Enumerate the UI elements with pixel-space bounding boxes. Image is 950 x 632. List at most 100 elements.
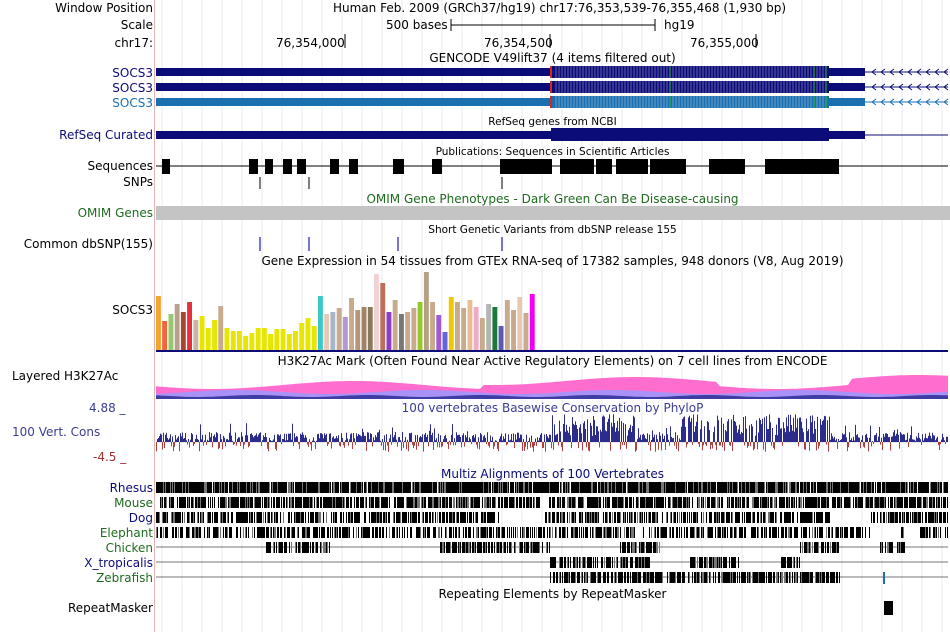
strand-arrow-icon xyxy=(898,98,904,106)
coord-tick-label: 76,354,000 xyxy=(276,36,345,50)
dbsnp-track-title[interactable]: Short Genetic Variants from dbSNP releas… xyxy=(428,224,677,236)
gtex-bar xyxy=(243,336,249,350)
gtex-bar xyxy=(455,302,460,350)
gtex-bar xyxy=(417,302,423,350)
gtex-bar xyxy=(498,326,504,350)
species-label-dog[interactable]: Dog xyxy=(128,511,153,525)
gtex-bar xyxy=(330,312,336,350)
species-label-mouse[interactable]: Mouse xyxy=(114,496,153,510)
sequence-block xyxy=(650,159,686,174)
gtex-bar xyxy=(448,297,454,350)
gtex-bar xyxy=(355,310,361,350)
refseq-label[interactable]: RefSeq Curated xyxy=(59,128,153,142)
transcript-utr xyxy=(156,98,551,106)
sequence-block xyxy=(596,159,612,174)
strand-arrow-icon xyxy=(925,98,931,106)
species-label-chicken[interactable]: Chicken xyxy=(105,541,153,555)
gtex-bar xyxy=(212,320,217,350)
strand-arrow-icon xyxy=(943,68,949,76)
sequence-block xyxy=(432,159,442,174)
gtex-bar xyxy=(336,308,342,350)
species-label-zebrafish[interactable]: Zebrafish xyxy=(96,571,153,585)
gtex-bar xyxy=(411,308,417,350)
gencode-track-title[interactable]: GENCODE V49lift37 (4 items filtered out) xyxy=(429,51,676,65)
gtex-bar xyxy=(517,297,523,350)
phylop-min-label: -4.5 _ xyxy=(93,450,127,464)
gtex-label[interactable]: SOCS3 xyxy=(112,303,153,317)
gtex-bar xyxy=(268,334,273,350)
dbsnp-label[interactable]: Common dbSNP(155) xyxy=(23,237,153,251)
gtex-bar xyxy=(479,318,485,350)
transcript-utr xyxy=(156,83,551,91)
sequences-label[interactable]: Sequences xyxy=(87,159,153,173)
gtex-track-title[interactable]: Gene Expression in 54 tissues from GTEx … xyxy=(261,254,844,268)
gtex-bar xyxy=(467,300,473,350)
sequence-block xyxy=(765,159,839,174)
gtex-bar xyxy=(423,272,429,350)
gtex-bar xyxy=(529,294,535,350)
strand-arrow-icon xyxy=(871,68,877,76)
multiz-track-title[interactable]: Multiz Alignments of 100 Vertebrates xyxy=(440,467,665,481)
gtex-bar xyxy=(492,307,498,350)
repeatmasker-track-title[interactable]: Repeating Elements by RepeatMasker xyxy=(438,587,667,601)
sequence-block xyxy=(265,159,273,174)
gtex-bar xyxy=(293,331,298,350)
gtex-bar xyxy=(193,320,199,350)
omim-label[interactable]: OMIM Genes xyxy=(77,206,153,220)
species-label-rhesus[interactable]: Rhesus xyxy=(109,481,153,495)
repeatmasker-label[interactable]: RepeatMasker xyxy=(67,601,153,615)
omim-track-title[interactable]: OMIM Gene Phenotypes - Dark Green Can Be… xyxy=(366,192,739,206)
gtex-bar xyxy=(523,313,529,350)
gencode-item-label[interactable]: SOCS3 xyxy=(112,96,153,110)
transcript-utr xyxy=(829,68,865,76)
species-label-x-tropicalis[interactable]: X_tropicalis xyxy=(84,556,153,570)
strand-arrow-icon xyxy=(871,83,877,91)
gtex-bar xyxy=(156,296,161,350)
h3k27ac-label[interactable]: Layered H3K27Ac xyxy=(12,369,119,383)
gencode-item-label[interactable]: SOCS3 xyxy=(112,81,153,95)
gtex-bar xyxy=(430,302,435,350)
gtex-bar xyxy=(168,314,174,350)
refseq-track-title[interactable]: RefSeq genes from NCBI xyxy=(488,116,617,128)
gtex-bar xyxy=(311,326,317,350)
sequence-block xyxy=(283,159,292,174)
snps-label[interactable]: SNPs xyxy=(123,175,153,189)
strand-arrow-icon xyxy=(907,83,913,91)
gtex-bar xyxy=(249,333,255,350)
sequence-block xyxy=(500,159,552,174)
sequence-block xyxy=(249,159,258,174)
gtex-bar xyxy=(392,300,398,350)
phylop-label[interactable]: 100 Vert. Cons xyxy=(12,425,101,439)
gtex-bar xyxy=(473,307,479,350)
phylop-track-title[interactable]: 100 vertebrates Basewise Conservation by… xyxy=(401,401,704,415)
gtex-bar xyxy=(405,312,411,350)
coord-tick-label: 76,355,000 xyxy=(690,36,759,50)
species-label-elephant[interactable]: Elephant xyxy=(99,526,153,540)
gencode-item-label[interactable]: SOCS3 xyxy=(112,66,153,80)
gtex-bar xyxy=(205,328,211,350)
gtex-bar xyxy=(442,332,448,350)
strand-arrow-icon xyxy=(925,68,931,76)
repeat-element xyxy=(884,601,893,615)
gtex-bar xyxy=(187,302,192,350)
strand-arrow-icon xyxy=(907,68,913,76)
strand-arrow-icon xyxy=(889,83,895,91)
window-position-label: Window Position xyxy=(55,1,153,15)
gtex-bar xyxy=(374,274,379,350)
gtex-bar xyxy=(342,317,348,350)
strand-arrow-icon xyxy=(934,98,940,106)
h3k27ac-track-title[interactable]: H3K27Ac Mark (Often Found Near Active Re… xyxy=(277,354,828,368)
strand-arrow-icon xyxy=(916,83,922,91)
h3k27ac-layer xyxy=(156,395,948,399)
gtex-bar xyxy=(361,307,367,350)
gtex-bar xyxy=(274,329,280,350)
gtex-bar xyxy=(399,314,404,350)
assembly-label: hg19 xyxy=(664,18,695,32)
strand-arrow-icon xyxy=(925,83,931,91)
publications-track-title[interactable]: Publications: Sequences in Scientific Ar… xyxy=(435,146,670,158)
gtex-bar xyxy=(224,328,230,350)
sequence-block xyxy=(330,159,339,174)
gtex-bar xyxy=(280,329,286,350)
transcript-cds xyxy=(551,96,829,108)
